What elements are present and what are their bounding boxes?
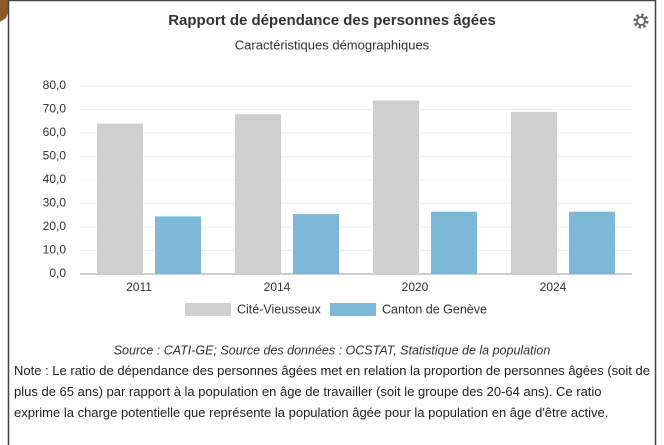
y-tick-label: 40,0 [43,172,67,186]
y-tick-label: 80,0 [43,78,67,92]
bar [235,114,281,274]
x-tick-label: 2024 [540,280,567,294]
chart-title: Rapport de dépendance des personnes âgée… [168,12,496,29]
y-tick-label: 20,0 [43,219,67,233]
bar [431,212,477,274]
x-tick-label: 2020 [402,280,429,294]
x-tick-label: 2011 [126,280,152,294]
bar [155,216,201,274]
bar [511,112,557,274]
bar [373,101,419,274]
legend-swatch [330,303,376,316]
chart-subtitle: Caractéristiques démographiques [235,37,430,52]
bar [97,124,143,274]
bar [569,212,615,274]
legend-swatch [185,303,231,316]
page: {"chart_data": {"type": "bar", "title": … [0,0,664,445]
bar [293,214,339,274]
legend-label: Canton de Genève [382,302,487,316]
y-tick-label: 10,0 [43,243,67,257]
note: Note : Le ratio de dépendance des person… [14,360,650,445]
y-tick-label: 0,0 [49,266,66,280]
y-tick-label: 50,0 [43,149,67,163]
y-tick-label: 60,0 [43,125,67,139]
source: Source : CATI-GE; Source des données : O… [114,343,551,357]
y-tick-label: 70,0 [43,102,67,116]
legend-label: Cité-Vieusseux [237,302,322,316]
x-tick-label: 2014 [264,280,291,294]
y-tick-label: 30,0 [43,196,67,210]
